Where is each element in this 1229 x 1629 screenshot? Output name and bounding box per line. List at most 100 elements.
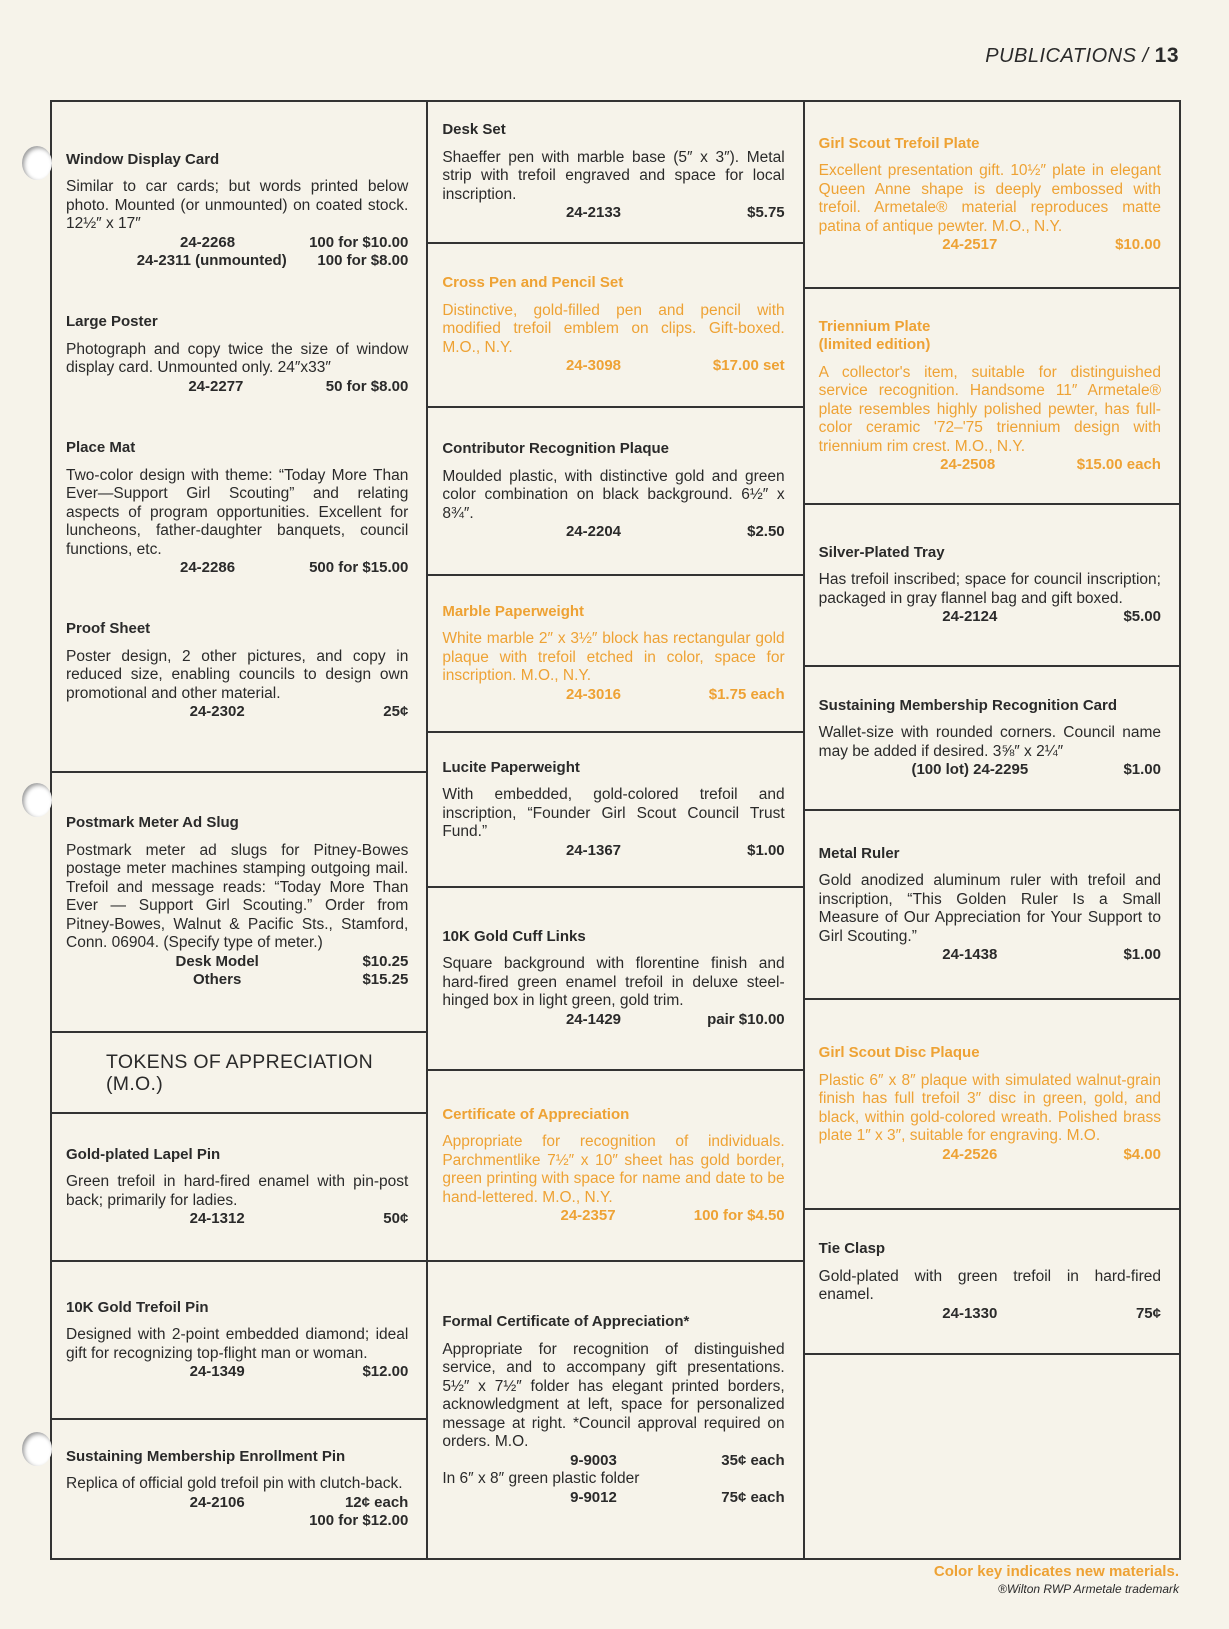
item-description: A collector's item, suitable for disting… (818, 363, 1161, 455)
item-title: Certificate of Appreciation (442, 1106, 784, 1125)
order-row: 9-9003 35¢ each (442, 1451, 785, 1471)
order-code: Desk Model (175, 952, 259, 970)
order-row: 24-2204 $2.50 (442, 523, 785, 542)
order-row: 24-2286 500 for $15.00 (66, 559, 408, 578)
order-price: pair $10.00 (707, 1010, 785, 1028)
order-code: (100 lot) 24-2295 (911, 761, 1029, 778)
column: Window Display Card Similar to car cards;… (52, 100, 429, 1558)
order-code: 24-1429 (565, 1010, 622, 1028)
item: Certificate of Appreciation Appropriate f… (442, 1106, 784, 1226)
item-description: Postmark meter ad slugs for Pitney-Bowes… (66, 841, 409, 952)
order-code: 9-9012 (570, 1488, 617, 1506)
item-title-text: Proof Sheet (66, 620, 151, 638)
cell: Silver-Plated Tray Has trefoil inscribed;… (804, 503, 1179, 665)
cell: Triennium Plate (limited edition) A collec… (804, 287, 1179, 503)
order-price: $1.00 (1123, 946, 1161, 963)
order-price: $1.00 (747, 841, 785, 859)
item-title: Marble Paperweight (442, 603, 784, 622)
order-price: 75¢ (1135, 1304, 1161, 1322)
item-title: Sustaining Membership Recognition Card (819, 697, 1161, 716)
cell: Sustaining Membership Recognition Card Wa… (804, 665, 1179, 809)
order-row: 24-2124 $5.00 (819, 608, 1161, 627)
order-price: $10.00 (1115, 236, 1161, 253)
item: 10K Gold Cuff Links Square background wit… (442, 928, 784, 1030)
cell: 10K Gold Cuff Links Square background wit… (428, 886, 803, 1069)
item-title: Triennium Plate (limited edition) (819, 318, 1161, 355)
item-description: Poster design, 2 other pictures, and cop… (66, 647, 409, 702)
cell: Desk Set Shaeffer pen with marble base (5… (428, 100, 803, 242)
order-price: $17.00 set (712, 357, 785, 375)
item-subtitle: (limited edition) (818, 336, 931, 353)
column: Girl Scout Trefoil Plate Excellent presen… (804, 100, 1181, 1558)
order-price: $5.00 (1123, 608, 1161, 625)
order-price: $1.00 (1123, 761, 1161, 778)
cell: Window Display Card Similar to car cards;… (52, 100, 427, 771)
item-title: Contributor Recognition Plaque (442, 440, 784, 459)
order-row: 24-1367 $1.00 (442, 841, 785, 861)
color-key-note: Color key indicates new materials. (933, 1563, 1179, 1580)
order-row: 24-2357 100 for $4.50 (442, 1207, 785, 1226)
item-title: Desk Set (442, 121, 784, 140)
order-price: 100 for $8.00 (317, 252, 409, 270)
item-title: Tie Clasp (819, 1240, 1161, 1259)
order-price: 50 for $8.00 (325, 377, 409, 395)
item-title: Window Display Card (66, 151, 408, 170)
order-code: 24-2357 (560, 1207, 616, 1224)
order-row: 24-2526 $4.00 (819, 1146, 1161, 1165)
cell: Marble Paperweight White marble 2″ x 3½″ … (428, 574, 803, 731)
order-price: 35¢ each (721, 1451, 785, 1469)
item-description: With embedded, gold-colored trefoil and … (442, 786, 785, 841)
order-price: 75¢ each (721, 1488, 785, 1506)
order-code: 24-1438 (942, 946, 998, 963)
order-price: $2.50 (747, 523, 785, 541)
item: Proof Sheet Poster design, 2 other pictur… (66, 620, 408, 722)
item-description: Designed with 2-point embedded diamond; … (66, 1326, 409, 1362)
column: Desk Set Shaeffer pen with marble base (5… (428, 100, 805, 1558)
order-row: 24-3098 $17.00 set (442, 357, 785, 376)
item: Girl Scout Disc Plaque Plastic 6″ x 8″ pl… (819, 1044, 1161, 1164)
order-code: 24-1367 (565, 841, 622, 859)
item: Formal Certificate of Appreciation* Appro… (442, 1313, 784, 1507)
item: Sustaining Membership Enrollment Pin Repl… (66, 1448, 408, 1531)
order-price: 100 for $4.50 (693, 1207, 785, 1224)
order-price: $4.00 (1123, 1145, 1161, 1163)
cell: Sustaining Membership Enrollment Pin Repl… (52, 1418, 427, 1558)
order-row: (100 lot) 24-2295 $1.00 (819, 761, 1161, 780)
order-code: 24-2517 (942, 236, 998, 253)
order-row: 100 for $12.00 (66, 1512, 408, 1531)
cell: Tie Clasp Gold-plated with green trefoil … (804, 1208, 1179, 1353)
item-title: Postmark Meter Ad Slug (66, 814, 408, 833)
item-title-text: 10K Gold Trefoil Pin (66, 1298, 209, 1316)
item-title-text: Formal Certificate of Appreciation* (442, 1313, 690, 1330)
order-code: 9-9003 (570, 1451, 617, 1469)
item-title: Large Poster (66, 313, 408, 332)
punch-hole (22, 783, 52, 817)
footer: Color key indicates new materials. ®Wilt… (934, 1563, 1179, 1596)
item: Window Display Card Similar to car cards;… (66, 151, 408, 271)
order-price: 500 for $15.00 (309, 559, 409, 577)
item: 10K Gold Trefoil Pin Designed with 2-poin… (66, 1299, 408, 1382)
order-code: 24-1349 (189, 1363, 245, 1381)
item-title-text: Contributor Recognition Plaque (442, 440, 669, 458)
item-title: Girl Scout Trefoil Plate (819, 135, 1161, 154)
cell: TOKENS OF APPRECIATION (M.O.) (52, 1031, 427, 1112)
order-row: 24-2302 25¢ (66, 703, 409, 722)
item: Large Poster Photograph and copy twice th… (66, 313, 408, 396)
item-description: Gold anodized aluminum ruler with trefoi… (818, 872, 1161, 945)
cell: Postmark Meter Ad Slug Postmark meter ad … (52, 770, 427, 1032)
order-row: 24-2268 100 for $10.00 (66, 234, 408, 253)
item-description: Square background with florentine finish… (442, 955, 785, 1010)
item-title-text: Sustaining Membership Recognition Card (818, 696, 1118, 714)
item-title-text: Cross Pen and Pencil Set (442, 274, 624, 292)
item-description: White marble 2″ x 3½″ block has rectangu… (442, 630, 785, 685)
order-price: $5.75 (747, 204, 785, 222)
item-description: Appropriate for recognition of distingui… (442, 1340, 785, 1451)
order-code: 24-2508 (940, 456, 996, 473)
item-title: Cross Pen and Pencil Set (442, 274, 784, 293)
order-row: 24-2277 50 for $8.00 (66, 378, 408, 397)
item-title: 10K Gold Cuff Links (442, 928, 784, 947)
order-row: 24-3016 $1.75 each (442, 686, 785, 705)
item: Lucite Paperweight With embedded, gold-co… (442, 759, 784, 861)
item: Metal Ruler Gold anodized aluminum ruler … (819, 845, 1161, 965)
order-code: 24-2106 (189, 1493, 245, 1511)
